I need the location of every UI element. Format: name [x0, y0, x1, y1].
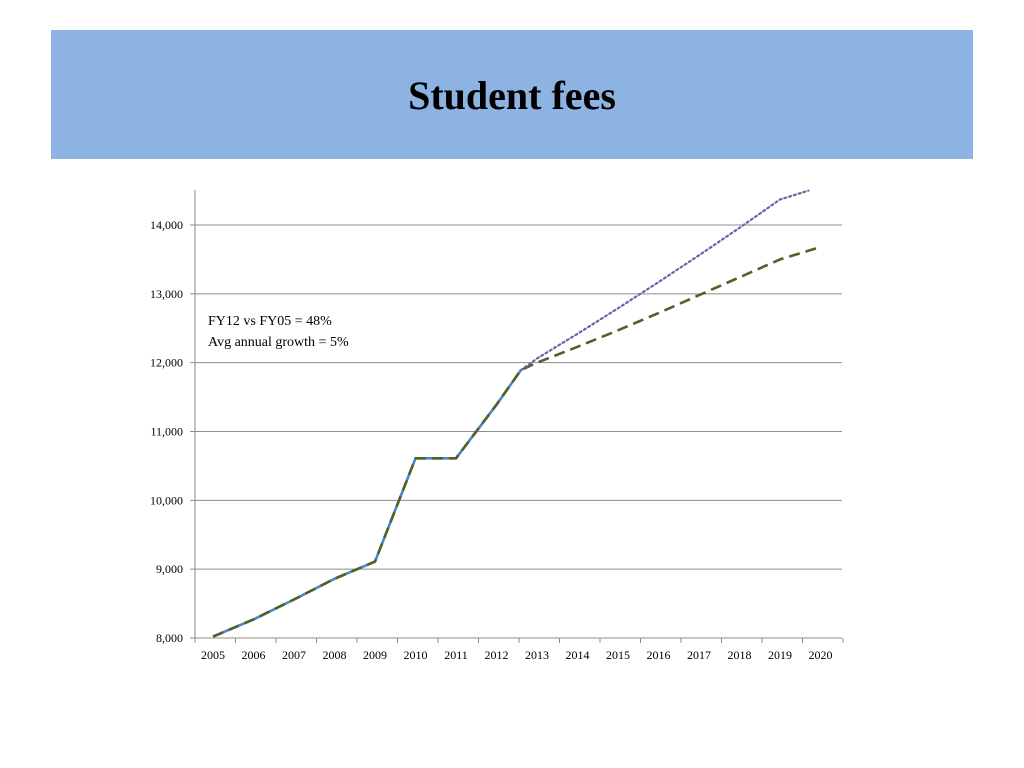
x-tick-label: 2020 — [809, 648, 833, 662]
x-tick-label: 2010 — [404, 648, 428, 662]
x-tick-label: 2009 — [363, 648, 387, 662]
x-tick-label: 2013 — [525, 648, 549, 662]
gridlines — [195, 224, 842, 570]
series-line-dotted — [519, 189, 810, 372]
x-tick-label: 2018 — [728, 648, 752, 662]
axes — [190, 190, 844, 643]
annotation-fy12-vs-fy05: FY12 vs FY05 = 48% — [208, 314, 332, 329]
x-tick-label: 2012 — [485, 648, 509, 662]
slide-title: Student fees — [408, 73, 616, 118]
series-line-dashed — [212, 245, 821, 638]
y-tick-label: 10,000 — [150, 493, 183, 507]
x-tick-label: 2011 — [444, 648, 468, 662]
x-tick-label: 2017 — [687, 648, 711, 662]
y-tick-label: 12,000 — [150, 356, 183, 370]
x-tick-label: 2016 — [647, 648, 671, 662]
x-tick-label: 2006 — [242, 648, 266, 662]
x-tick-label: 2014 — [566, 648, 590, 662]
series — [212, 189, 821, 638]
x-tick-label: 2005 — [201, 648, 225, 662]
series-line-solid — [212, 369, 522, 638]
x-axis-tick-labels: 2005 2006 2007 2008 2009 2010 2011 2012 2013 2014… — [201, 648, 833, 662]
x-tick-label: 2015 — [606, 648, 630, 662]
y-axis-tick-labels: 8,000 9,000 10,000 11,000 12,000 13,000 14,000 — [150, 218, 183, 645]
y-tick-label: 9,000 — [156, 562, 183, 576]
title-banner: Student fees — [51, 30, 973, 159]
x-tick-label: 2007 — [282, 648, 306, 662]
y-tick-label: 8,000 — [156, 631, 183, 645]
y-tick-label: 13,000 — [150, 287, 183, 301]
annotation-avg-annual-growth: Avg annual growth = 5% — [208, 335, 349, 350]
y-tick-label: 14,000 — [150, 218, 183, 232]
annotations: FY12 vs FY05 = 48% Avg annual growth = 5… — [208, 314, 349, 350]
x-tick-label: 2019 — [768, 648, 792, 662]
y-tick-label: 11,000 — [150, 425, 183, 439]
x-tick-label: 2008 — [323, 648, 347, 662]
